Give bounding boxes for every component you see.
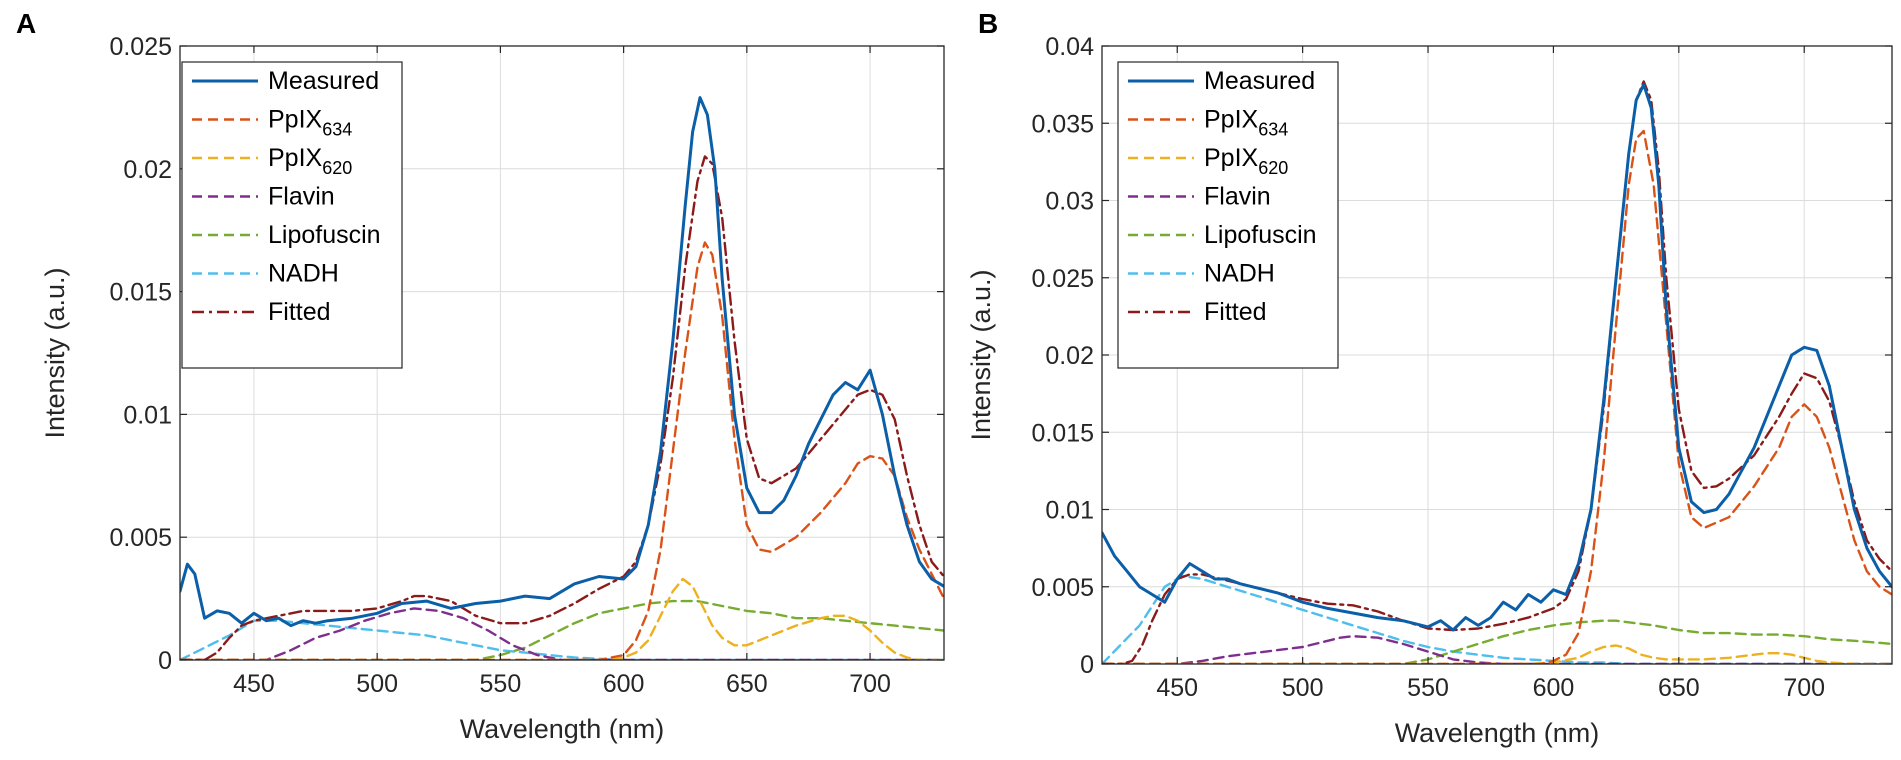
panel-a-legend: Measured PpIX634 PpIX620 Flavin Lipofuscin NA…	[181, 61, 403, 369]
panel-b-legend-label-nadh: NADH	[1204, 260, 1275, 288]
panel-b-legend-label-flavin: Flavin	[1204, 183, 1271, 211]
panel-b-ytick-label-6: 0.03	[1045, 188, 1094, 216]
panel-b-ytick-label-4: 0.02	[1045, 342, 1094, 370]
panel-a-ylabel: Intensity (a.u.)	[40, 267, 70, 438]
panel-a-xlabel: Wavelength (nm)	[460, 714, 665, 744]
panel-b-ytick-label-5: 0.025	[1031, 265, 1094, 293]
panel-b-legend-label-fitted: Fitted	[1204, 298, 1267, 326]
panel-b-letter: B	[978, 8, 998, 39]
panel-a-xtick-label-4: 650	[726, 670, 768, 698]
panel-a-xtick-label-3: 600	[603, 670, 645, 698]
panel-a-legend-label-measured: Measured	[268, 67, 379, 95]
panel-a-letter: A	[16, 8, 36, 39]
panel-a-series-measured	[180, 96, 944, 628]
panel-b-series-ppix634	[1102, 129, 1892, 664]
panel-b-ytick-label-1: 0.005	[1031, 574, 1094, 602]
panel-a-series-ppix620	[180, 577, 944, 660]
panel-b-ytick-label-2: 0.01	[1045, 497, 1094, 525]
panel-a-series-flavin	[180, 607, 944, 660]
panel-a-legend-label-flavin: Flavin	[268, 183, 335, 211]
panel-a-ytick-label-2: 0.01	[123, 401, 172, 429]
panel-b-legend-label-ppix620: PpIX620	[1204, 144, 1288, 178]
panel-a-ytick-label-3: 0.015	[109, 279, 172, 307]
panel-b-ytick-label-8: 0.04	[1045, 33, 1094, 61]
panel-b-ylabel: Intensity (a.u.)	[966, 269, 996, 440]
panel-b: B 450 500 550 600 650 700 0 0.005 0.01 0.015 0.02 0.…	[966, 8, 1893, 748]
panel-a-xtick-label-2: 550	[480, 670, 522, 698]
panel-b-series-flavin	[1102, 635, 1892, 664]
panel-b-legend: Measured PpIX634 PpIX620 Flavin Lipofuscin NA…	[1117, 61, 1339, 369]
panel-a-xtick-label-0: 450	[233, 670, 275, 698]
panel-a-ytick-label-4: 0.02	[123, 156, 172, 184]
panel-a-legend-box	[181, 61, 403, 369]
panel-b-legend-label-ppix634: PpIX634	[1204, 106, 1288, 140]
panel-b-xtick-label-2: 550	[1407, 674, 1449, 702]
panel-b-xtick-label-1: 500	[1282, 674, 1324, 702]
panel-b-xtick-label-0: 450	[1156, 674, 1198, 702]
panel-b-legend-label-lipofuscin: Lipofuscin	[1204, 221, 1317, 249]
panel-b-xtick-label-3: 600	[1533, 674, 1575, 702]
panel-a-ytick-label-0: 0	[158, 647, 172, 675]
panel-b-xlabel: Wavelength (nm)	[1395, 718, 1600, 748]
panel-a: A 450 500 550 600 650 700 0 0.005 0.01 0.015 0.02 0.…	[16, 8, 945, 744]
panel-b-ytick-label-7: 0.035	[1031, 110, 1094, 138]
panel-b-series-lipofuscin	[1102, 619, 1892, 664]
panel-a-legend-label-fitted: Fitted	[268, 298, 331, 326]
panel-b-xtick-label-4: 650	[1658, 674, 1700, 702]
panel-b-series-nadh	[1102, 574, 1892, 664]
panel-a-ytick-label-5: 0.025	[109, 33, 172, 61]
panel-b-ytick-label-3: 0.015	[1031, 419, 1094, 447]
panel-a-legend-label-ppix620: PpIX620	[268, 144, 352, 178]
panel-b-legend-label-measured: Measured	[1204, 67, 1315, 95]
panel-a-legend-label-ppix634: PpIX634	[268, 106, 352, 140]
panel-b-legend-box	[1117, 61, 1339, 369]
panel-a-series-group	[180, 96, 944, 660]
panel-a-legend-label-lipofuscin: Lipofuscin	[268, 221, 381, 249]
panel-a-xtick-label-5: 700	[849, 670, 891, 698]
panel-b-series-measured	[1102, 83, 1892, 632]
panel-a-xtick-label-1: 500	[356, 670, 398, 698]
panel-a-ytick-label-1: 0.005	[109, 524, 172, 552]
panel-b-ytick-label-0: 0	[1080, 651, 1094, 679]
panel-a-series-ppix634	[180, 241, 944, 660]
panel-b-xtick-label-5: 700	[1783, 674, 1825, 702]
panel-a-legend-label-nadh: NADH	[268, 260, 339, 288]
panel-a-axes-box	[179, 45, 945, 661]
